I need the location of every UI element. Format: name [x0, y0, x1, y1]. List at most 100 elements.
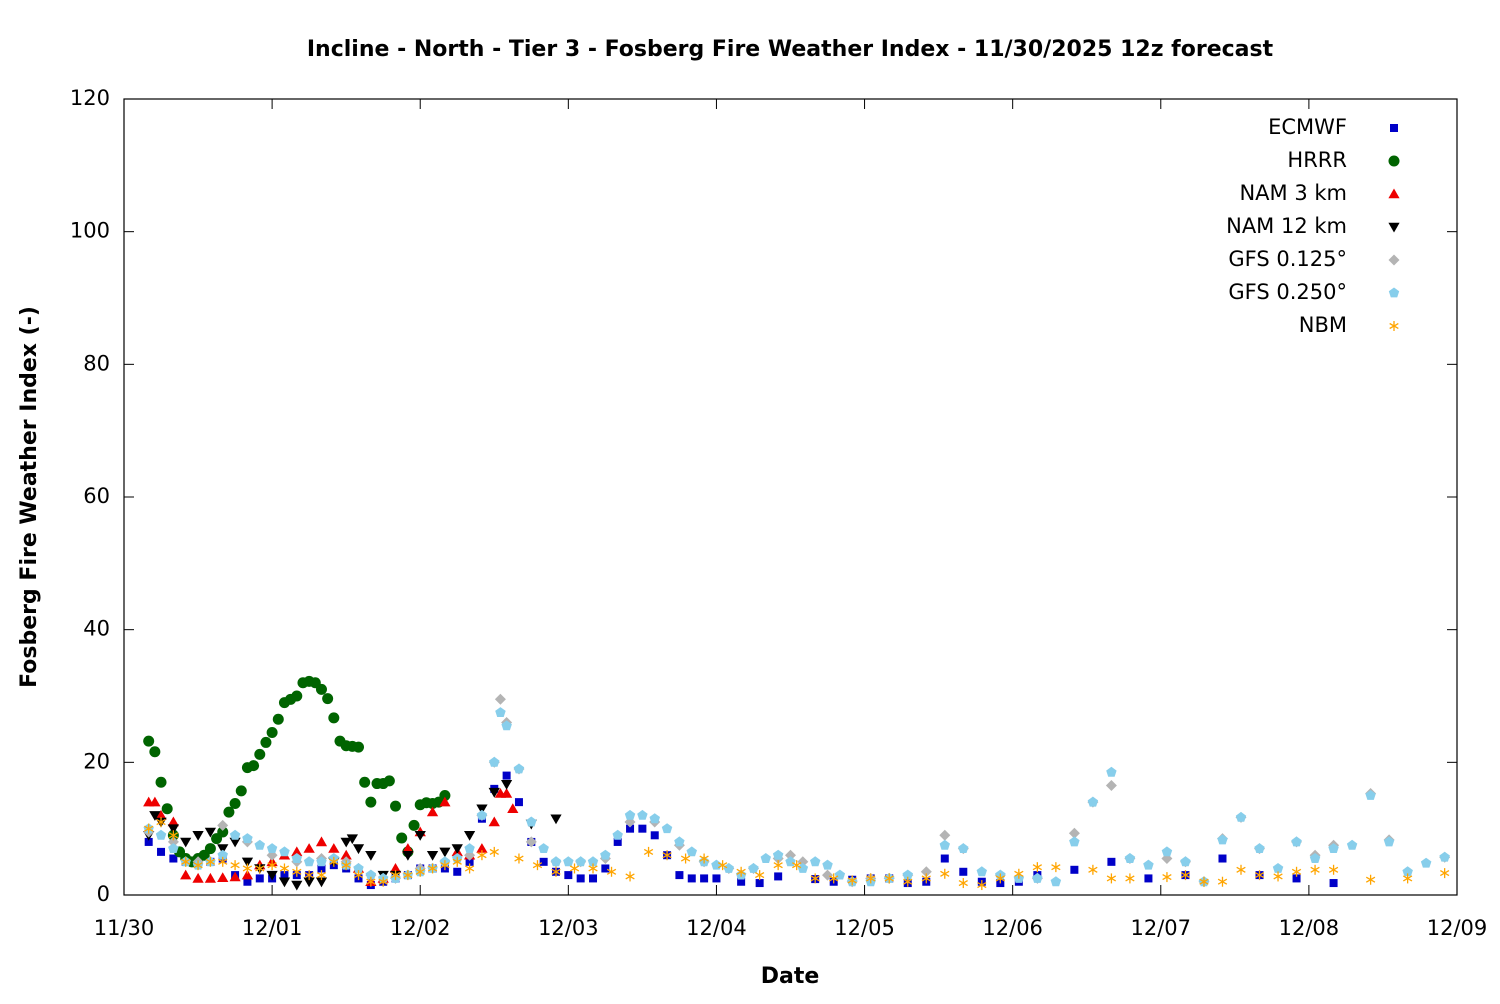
point — [785, 849, 796, 861]
asterisk-stroke — [736, 868, 746, 875]
point — [550, 814, 562, 825]
asterisk-stroke — [1310, 866, 1320, 873]
point — [921, 873, 931, 884]
point — [279, 846, 290, 857]
legend-label: GFS 0.250° — [1228, 280, 1347, 304]
point — [1032, 872, 1043, 883]
point — [1420, 857, 1432, 868]
y-tick-label: 80 — [83, 351, 110, 375]
asterisk-stroke — [1032, 864, 1043, 871]
asterisk-stroke — [452, 858, 462, 865]
asterisk-stroke — [230, 862, 240, 869]
asterisk-stroke — [884, 875, 894, 882]
point — [242, 863, 253, 874]
point — [328, 712, 340, 724]
point — [1254, 870, 1265, 881]
point — [1236, 864, 1246, 875]
point — [959, 867, 968, 876]
point — [712, 874, 721, 883]
point — [235, 785, 247, 797]
point — [255, 863, 265, 874]
point — [1235, 811, 1247, 822]
point — [192, 831, 204, 841]
point — [1365, 874, 1376, 885]
point — [155, 776, 167, 788]
point — [291, 853, 302, 863]
point — [315, 836, 328, 847]
x-axis-label: Date — [761, 964, 820, 989]
point — [507, 803, 519, 813]
point — [1032, 862, 1043, 873]
point — [149, 746, 161, 758]
point — [278, 877, 291, 888]
asterisk-stroke — [1180, 872, 1191, 879]
point — [156, 817, 166, 828]
point — [329, 856, 339, 867]
point — [600, 849, 611, 860]
asterisk-stroke — [292, 868, 302, 875]
point — [440, 860, 450, 871]
legend-marker — [1389, 321, 1399, 331]
point — [1180, 870, 1191, 881]
point — [1050, 876, 1062, 887]
point — [755, 879, 764, 888]
point — [144, 837, 153, 846]
legend-marker — [1390, 124, 1398, 132]
asterisk-stroke — [440, 862, 450, 869]
asterisk-stroke — [427, 865, 438, 872]
point — [700, 874, 709, 883]
point — [829, 873, 839, 884]
point — [588, 863, 598, 874]
point — [687, 874, 696, 883]
asterisk-stroke — [304, 872, 314, 879]
asterisk-stroke — [1440, 870, 1450, 877]
point — [773, 860, 783, 871]
point — [711, 859, 722, 870]
asterisk-stroke — [643, 848, 654, 855]
point — [976, 866, 987, 877]
point — [723, 863, 734, 873]
point — [1365, 790, 1376, 800]
point — [1199, 876, 1209, 887]
asterisk-stroke — [1328, 866, 1339, 873]
point — [772, 849, 784, 860]
point — [248, 760, 260, 772]
point — [939, 829, 951, 841]
point — [266, 843, 278, 853]
point — [1107, 857, 1116, 866]
legend-marker — [1388, 222, 1400, 233]
asterisk-stroke — [551, 868, 561, 875]
point — [402, 843, 414, 853]
point — [1125, 873, 1135, 884]
point — [254, 839, 265, 850]
asterisk-stroke — [1402, 875, 1413, 882]
x-tick-label: 12/02 — [390, 916, 451, 940]
asterisk-stroke — [1162, 874, 1172, 881]
asterisk-stroke — [1051, 864, 1061, 871]
point — [192, 872, 204, 883]
asterisk-stroke — [921, 875, 931, 882]
point — [1272, 863, 1284, 873]
point — [303, 877, 315, 888]
point — [365, 796, 377, 808]
x-tick-label: 12/09 — [1427, 916, 1488, 940]
asterisk-stroke — [489, 848, 499, 855]
point — [144, 823, 154, 834]
point — [939, 839, 950, 850]
point — [576, 874, 585, 883]
asterisk-stroke — [606, 868, 617, 875]
y-tick-label: 40 — [83, 617, 110, 641]
point — [476, 809, 488, 820]
point — [291, 690, 303, 702]
point — [353, 863, 364, 873]
point — [229, 829, 241, 840]
asterisk-stroke — [279, 865, 290, 872]
point — [1087, 796, 1099, 807]
point — [476, 843, 488, 853]
point — [1014, 868, 1024, 879]
point — [847, 875, 857, 886]
point — [476, 804, 488, 815]
point — [223, 806, 235, 818]
point — [280, 871, 289, 880]
point — [501, 720, 512, 731]
